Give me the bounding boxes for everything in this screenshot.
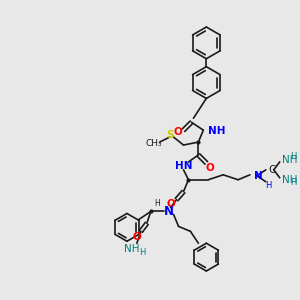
Text: O: O: [173, 127, 182, 137]
Text: H: H: [265, 181, 271, 190]
Text: H: H: [290, 152, 296, 161]
Text: H: H: [155, 199, 161, 208]
Text: S: S: [166, 130, 173, 140]
Text: O: O: [133, 232, 141, 242]
Text: NH: NH: [282, 155, 297, 165]
Text: H: H: [290, 178, 296, 187]
Text: NH: NH: [124, 244, 140, 254]
Text: NH: NH: [208, 126, 226, 136]
Text: NH: NH: [282, 175, 297, 185]
Text: O: O: [206, 163, 215, 173]
Text: HN: HN: [175, 161, 192, 171]
Text: H: H: [139, 248, 145, 257]
Text: N: N: [164, 205, 174, 218]
Text: O: O: [166, 199, 175, 208]
Text: CH₃: CH₃: [146, 139, 162, 148]
Text: C: C: [269, 165, 276, 175]
Text: N: N: [254, 171, 263, 181]
